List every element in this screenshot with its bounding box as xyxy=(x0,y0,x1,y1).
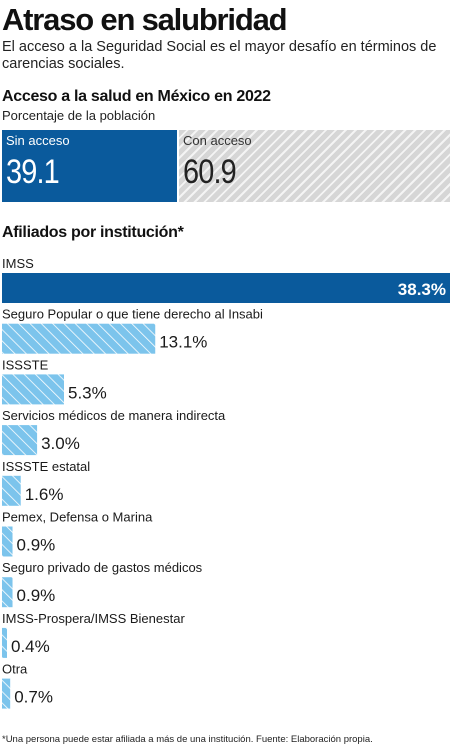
bar xyxy=(2,425,38,456)
value-label: 0.4% xyxy=(11,637,50,656)
bar xyxy=(2,627,7,658)
affiliation-section-title: Afiliados por institución* xyxy=(2,224,184,241)
chart-subtitle: El acceso a la Seguridad Social es el ma… xyxy=(2,39,437,72)
bar xyxy=(2,678,11,709)
value-label: 5.3% xyxy=(68,383,107,402)
segment-con-acceso: Con acceso 60.9 xyxy=(179,130,450,202)
bar xyxy=(2,526,13,557)
access-section-subtitle: Porcentaje de la población xyxy=(2,108,156,123)
category-label: Seguro privado de gastos médicos xyxy=(2,560,203,575)
category-label: Servicios médicos de manera indirecta xyxy=(2,408,226,423)
chart-title: Atraso en salubridad xyxy=(2,2,288,37)
value-label: 13.1% xyxy=(159,333,207,352)
access-split-bar: Sin acceso 39.1 Con acceso 60.9 xyxy=(2,130,450,202)
category-label: ISSSTE xyxy=(2,357,49,372)
segment-value-con-acceso: 60.9 xyxy=(183,153,237,191)
footnote: *Una persona puede estar afiliada a más … xyxy=(2,734,373,745)
value-label: 0.9% xyxy=(17,536,56,555)
value-label: 0.9% xyxy=(17,586,56,605)
bar xyxy=(2,374,64,405)
segment-sin-acceso: Sin acceso 39.1 xyxy=(2,130,177,202)
category-label: ISSSTE estatal xyxy=(2,459,90,474)
segment-label-con-acceso: Con acceso xyxy=(183,133,252,148)
category-label: IMSS xyxy=(2,256,34,271)
value-label: 1.6% xyxy=(25,485,64,504)
segment-label-sin-acceso: Sin acceso xyxy=(6,133,70,148)
value-label: 38.3% xyxy=(398,280,446,299)
value-label: 3.0% xyxy=(41,434,80,453)
value-label: 0.7% xyxy=(14,688,53,707)
category-label: Pemex, Defensa o Marina xyxy=(2,510,153,525)
category-label: Seguro Popular o que tiene derecho al In… xyxy=(2,307,263,322)
bar xyxy=(2,273,450,303)
bar xyxy=(2,475,21,506)
access-section-title: Acceso a la salud en México en 2022 xyxy=(2,88,271,105)
bar xyxy=(2,323,156,354)
bar xyxy=(2,577,13,608)
category-label: Otra xyxy=(2,662,28,677)
segment-value-sin-acceso: 39.1 xyxy=(6,153,60,191)
category-label: IMSS-Prospera/IMSS Bienestar xyxy=(2,611,185,626)
